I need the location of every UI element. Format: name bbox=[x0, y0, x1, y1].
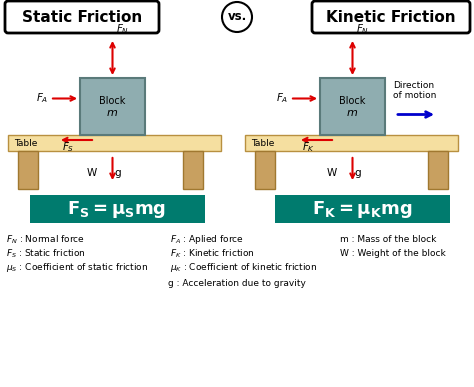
Text: Static Friction: Static Friction bbox=[22, 10, 142, 24]
Text: $F_N$: $F_N$ bbox=[356, 22, 370, 36]
Bar bbox=[183, 151, 203, 189]
Bar bbox=[30, 195, 205, 223]
Text: Block: Block bbox=[339, 96, 365, 106]
Text: $F_A$: $F_A$ bbox=[36, 92, 48, 105]
Bar bbox=[8, 135, 221, 151]
Text: Direction
of motion: Direction of motion bbox=[393, 81, 437, 100]
Bar bbox=[255, 151, 275, 189]
FancyBboxPatch shape bbox=[312, 1, 470, 33]
Text: W : Weight of the block: W : Weight of the block bbox=[340, 250, 446, 259]
Bar bbox=[245, 135, 458, 151]
Text: $\mathbf{F_S = \mu_S mg}$: $\mathbf{F_S = \mu_S mg}$ bbox=[67, 199, 166, 219]
Text: vs.: vs. bbox=[228, 10, 246, 24]
Text: Block: Block bbox=[100, 96, 126, 106]
Bar bbox=[428, 151, 448, 189]
Text: Table: Table bbox=[251, 139, 274, 147]
Text: Table: Table bbox=[14, 139, 37, 147]
Text: m : Mass of the block: m : Mass of the block bbox=[340, 236, 437, 245]
Text: $F_A$ : Aplied force: $F_A$ : Aplied force bbox=[170, 233, 244, 247]
Text: $F_S$ : Static friction: $F_S$ : Static friction bbox=[6, 248, 86, 260]
Text: Kinetic Friction: Kinetic Friction bbox=[326, 10, 456, 24]
Text: $\mu_S$ : Coefficient of static friction: $\mu_S$ : Coefficient of static friction bbox=[6, 262, 148, 274]
FancyBboxPatch shape bbox=[5, 1, 159, 33]
Text: $F_N$ : Normal force: $F_N$ : Normal force bbox=[6, 234, 85, 246]
Text: m: m bbox=[107, 108, 118, 118]
Bar bbox=[18, 151, 38, 189]
Text: g: g bbox=[355, 168, 361, 178]
Text: $\mathbf{F_K = \mu_K mg}$: $\mathbf{F_K = \mu_K mg}$ bbox=[312, 199, 412, 219]
Text: $F_K$ : Kinetic friction: $F_K$ : Kinetic friction bbox=[170, 248, 255, 260]
Text: g : Acceleration due to gravity: g : Acceleration due to gravity bbox=[168, 279, 306, 288]
Bar bbox=[80, 78, 145, 135]
Text: $F_S$: $F_S$ bbox=[62, 140, 74, 154]
Text: $F_N$: $F_N$ bbox=[117, 22, 130, 36]
Text: g: g bbox=[115, 168, 121, 178]
Text: $F_K$: $F_K$ bbox=[302, 140, 315, 154]
Bar bbox=[275, 195, 450, 223]
Text: $F_A$: $F_A$ bbox=[276, 92, 289, 105]
Text: m: m bbox=[347, 108, 358, 118]
Bar bbox=[320, 78, 385, 135]
Text: $\mu_K$ : Coefficient of kinetic friction: $\mu_K$ : Coefficient of kinetic frictio… bbox=[170, 262, 318, 274]
Text: W: W bbox=[86, 168, 97, 178]
Text: W: W bbox=[326, 168, 337, 178]
